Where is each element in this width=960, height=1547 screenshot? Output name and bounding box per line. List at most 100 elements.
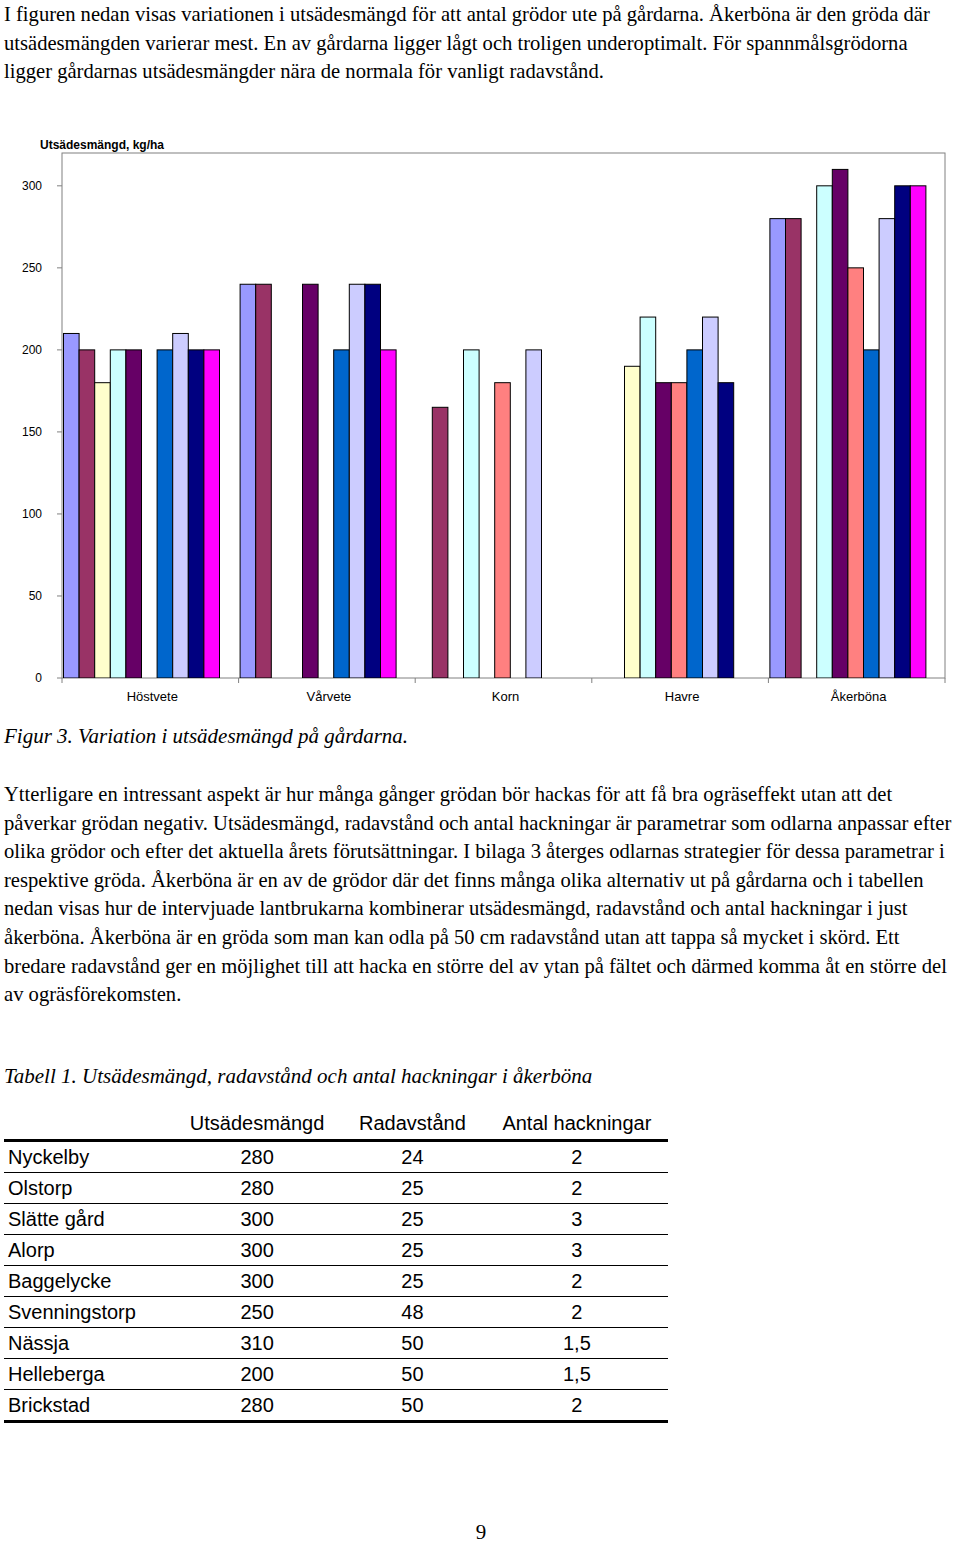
bar [204, 350, 220, 678]
table-cell: 300 [175, 1235, 339, 1266]
table-cell: 25 [339, 1266, 486, 1297]
table-cell: 1,5 [486, 1359, 668, 1390]
table-cell: 25 [339, 1204, 486, 1235]
bar [817, 186, 833, 678]
bar [95, 383, 111, 678]
table-cell: 200 [175, 1359, 339, 1390]
x-tick-label: Vårvete [306, 689, 351, 704]
bar [157, 350, 173, 678]
bar [365, 284, 381, 678]
y-tick [57, 185, 62, 186]
bar [832, 169, 848, 678]
bar [110, 350, 126, 678]
x-tick-label: Havre [665, 689, 700, 704]
y-tick-label: 100 [22, 507, 42, 521]
table-cell: 2 [486, 1266, 668, 1297]
table-cell: 25 [339, 1173, 486, 1204]
y-tick [57, 431, 62, 432]
y-tick-label: 300 [22, 179, 42, 193]
bar [432, 407, 448, 678]
bar [879, 219, 895, 678]
table-cell: 280 [175, 1390, 339, 1422]
table-cell: 3 [486, 1204, 668, 1235]
table-cell: 50 [339, 1359, 486, 1390]
bar [895, 186, 911, 678]
bar [703, 317, 719, 678]
table-cell: Alorp [4, 1235, 175, 1266]
table-cell: 25 [339, 1235, 486, 1266]
table-cell: Nässja [4, 1328, 175, 1359]
y-tick-label: 250 [22, 261, 42, 275]
table-cell: Slätte gård [4, 1204, 175, 1235]
bar [864, 350, 880, 678]
table-cell: 280 [175, 1173, 339, 1204]
table-cell: 280 [175, 1141, 339, 1173]
bar [303, 284, 319, 678]
x-tick [62, 678, 63, 683]
bar [381, 350, 397, 678]
y-tick-label: 150 [22, 425, 42, 439]
table-cell: Nyckelby [4, 1141, 175, 1173]
bar [464, 350, 480, 678]
bar [64, 333, 80, 678]
table-cell: 250 [175, 1297, 339, 1328]
bar [256, 284, 272, 678]
x-tick-label: Åkerböna [831, 689, 887, 704]
table-cell: 2 [486, 1297, 668, 1328]
table-cell: 24 [339, 1141, 486, 1173]
bar [687, 350, 703, 678]
paragraph: I figuren nedan visas variationen i utsä… [4, 0, 958, 86]
bar [718, 383, 734, 678]
table-cell: 300 [175, 1204, 339, 1235]
table-cell: 50 [339, 1390, 486, 1422]
column-header: Radavstånd [339, 1108, 486, 1141]
bar [495, 383, 511, 678]
x-tick-label: Korn [492, 689, 519, 704]
y-tick [57, 595, 62, 596]
column-header: Utsädesmängd [175, 1108, 339, 1141]
table-cell: 300 [175, 1266, 339, 1297]
bar [240, 284, 256, 678]
paragraph: Ytterligare en intressant aspekt är hur … [4, 780, 958, 1009]
figure-caption: Figur 3. Variation i utsädesmängd på går… [4, 724, 408, 749]
table-cell: Brickstad [4, 1390, 175, 1422]
column-header: Antal hackningar [486, 1108, 668, 1141]
column-header [4, 1108, 175, 1141]
table-cell: 2 [486, 1141, 668, 1173]
y-tick [57, 267, 62, 268]
bar [786, 219, 802, 678]
table-cell: Olstorp [4, 1173, 175, 1204]
table-cell: 2 [486, 1390, 668, 1422]
y-tick-label: 200 [22, 343, 42, 357]
table: UtsädesmängdRadavståndAntal hackningar Ny… [4, 1108, 668, 1423]
table-cell: Svenningstorp [4, 1297, 175, 1328]
bar [349, 284, 365, 678]
bar [770, 219, 786, 678]
y-tick-label: 0 [35, 671, 42, 685]
x-tick [591, 678, 592, 683]
y-tick [57, 513, 62, 514]
plot-frame [62, 153, 945, 678]
y-tick [57, 678, 62, 679]
bar [126, 350, 142, 678]
bar [79, 350, 95, 678]
bar [188, 350, 204, 678]
y-tick [57, 349, 62, 350]
x-tick [945, 678, 946, 683]
y-tick-label: 50 [29, 589, 43, 603]
x-tick [415, 678, 416, 683]
table-cell: Helleberga [4, 1359, 175, 1390]
bar [848, 268, 864, 678]
bar [656, 383, 672, 678]
x-tick-label: Höstvete [127, 689, 178, 704]
page-number: 9 [0, 1520, 960, 1545]
bars [64, 169, 926, 678]
table-cell: 50 [339, 1328, 486, 1359]
table-cell: Baggelycke [4, 1266, 175, 1297]
table-cell: 310 [175, 1328, 339, 1359]
table-cell: 1,5 [486, 1328, 668, 1359]
bar [910, 186, 926, 678]
bar [334, 350, 350, 678]
chart: Utsädesmängd, kg/ha050100150200250300Hös… [0, 0, 960, 715]
table-cell: 3 [486, 1235, 668, 1266]
